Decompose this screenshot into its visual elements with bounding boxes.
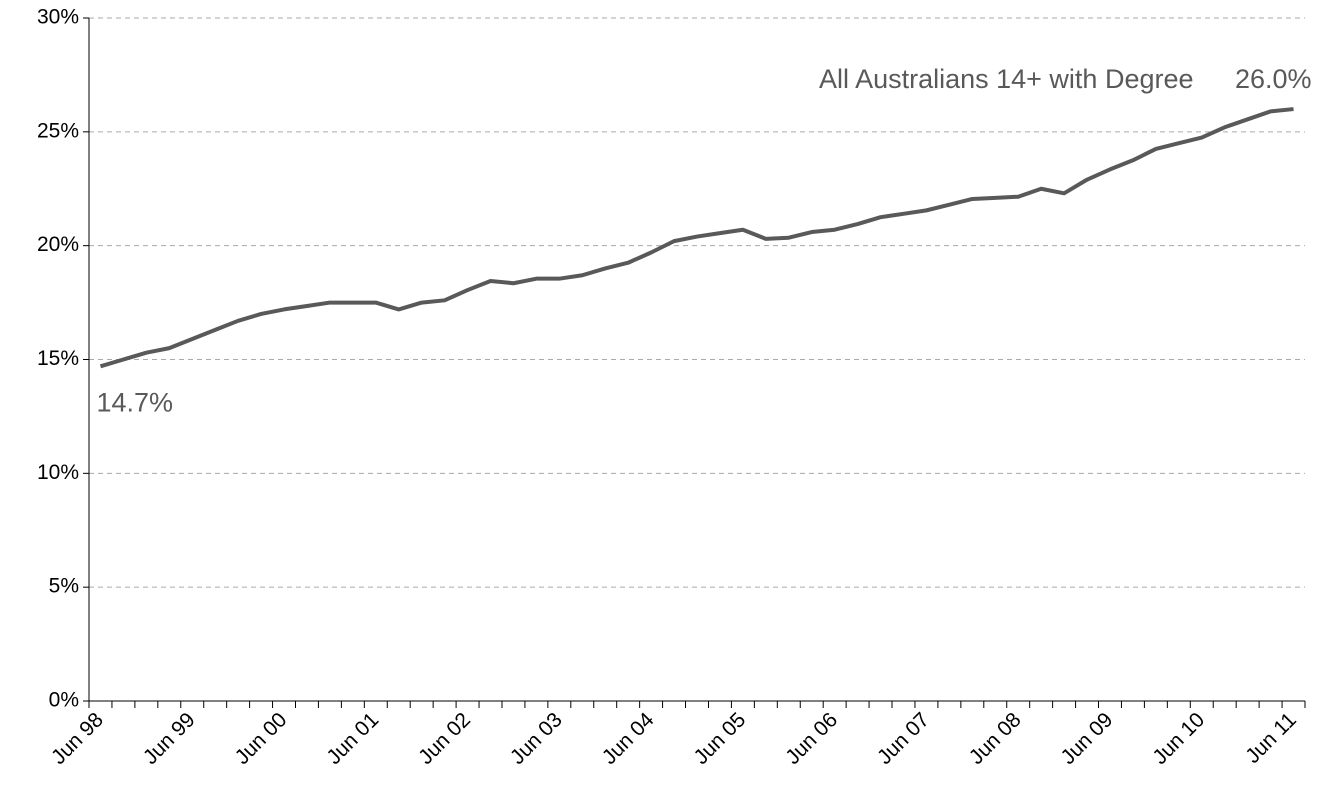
y-tick-label: 5% (49, 575, 79, 598)
y-tick-label: 10% (37, 461, 79, 484)
series-label: All Australians 14+ with Degree (819, 64, 1193, 94)
x-tick-label: Jun 06 (781, 708, 842, 769)
x-tick-label: Jun 09 (1057, 708, 1118, 769)
x-tick-label: Jun 99 (139, 708, 200, 769)
x-tick-label: Jun 03 (506, 708, 567, 769)
x-tick-label: Jun 98 (47, 708, 108, 769)
x-tick-label: Jun 00 (231, 708, 292, 769)
y-tick-label: 20% (37, 233, 79, 256)
y-tick-label: 25% (37, 119, 79, 142)
x-tick-label: Jun 07 (873, 708, 934, 769)
y-tick-label: 30% (37, 6, 79, 29)
x-tick-label: Jun 04 (598, 708, 659, 769)
x-tick-label: Jun 05 (689, 708, 750, 769)
line (99, 107, 1294, 369)
x-tick-label: Jun 01 (322, 708, 383, 769)
value-label: 26.0% (1235, 64, 1312, 94)
y-tick-label: 15% (37, 347, 79, 370)
x-tick-label: Jun 02 (414, 708, 475, 769)
x-tick-label: Jun 10 (1148, 708, 1209, 769)
x-tick-label: Jun 08 (965, 708, 1026, 769)
x-tick-label: Jun 11 (1241, 708, 1301, 768)
value-label: 14.7% (96, 387, 173, 417)
y-tick-label: 0% (49, 689, 79, 712)
